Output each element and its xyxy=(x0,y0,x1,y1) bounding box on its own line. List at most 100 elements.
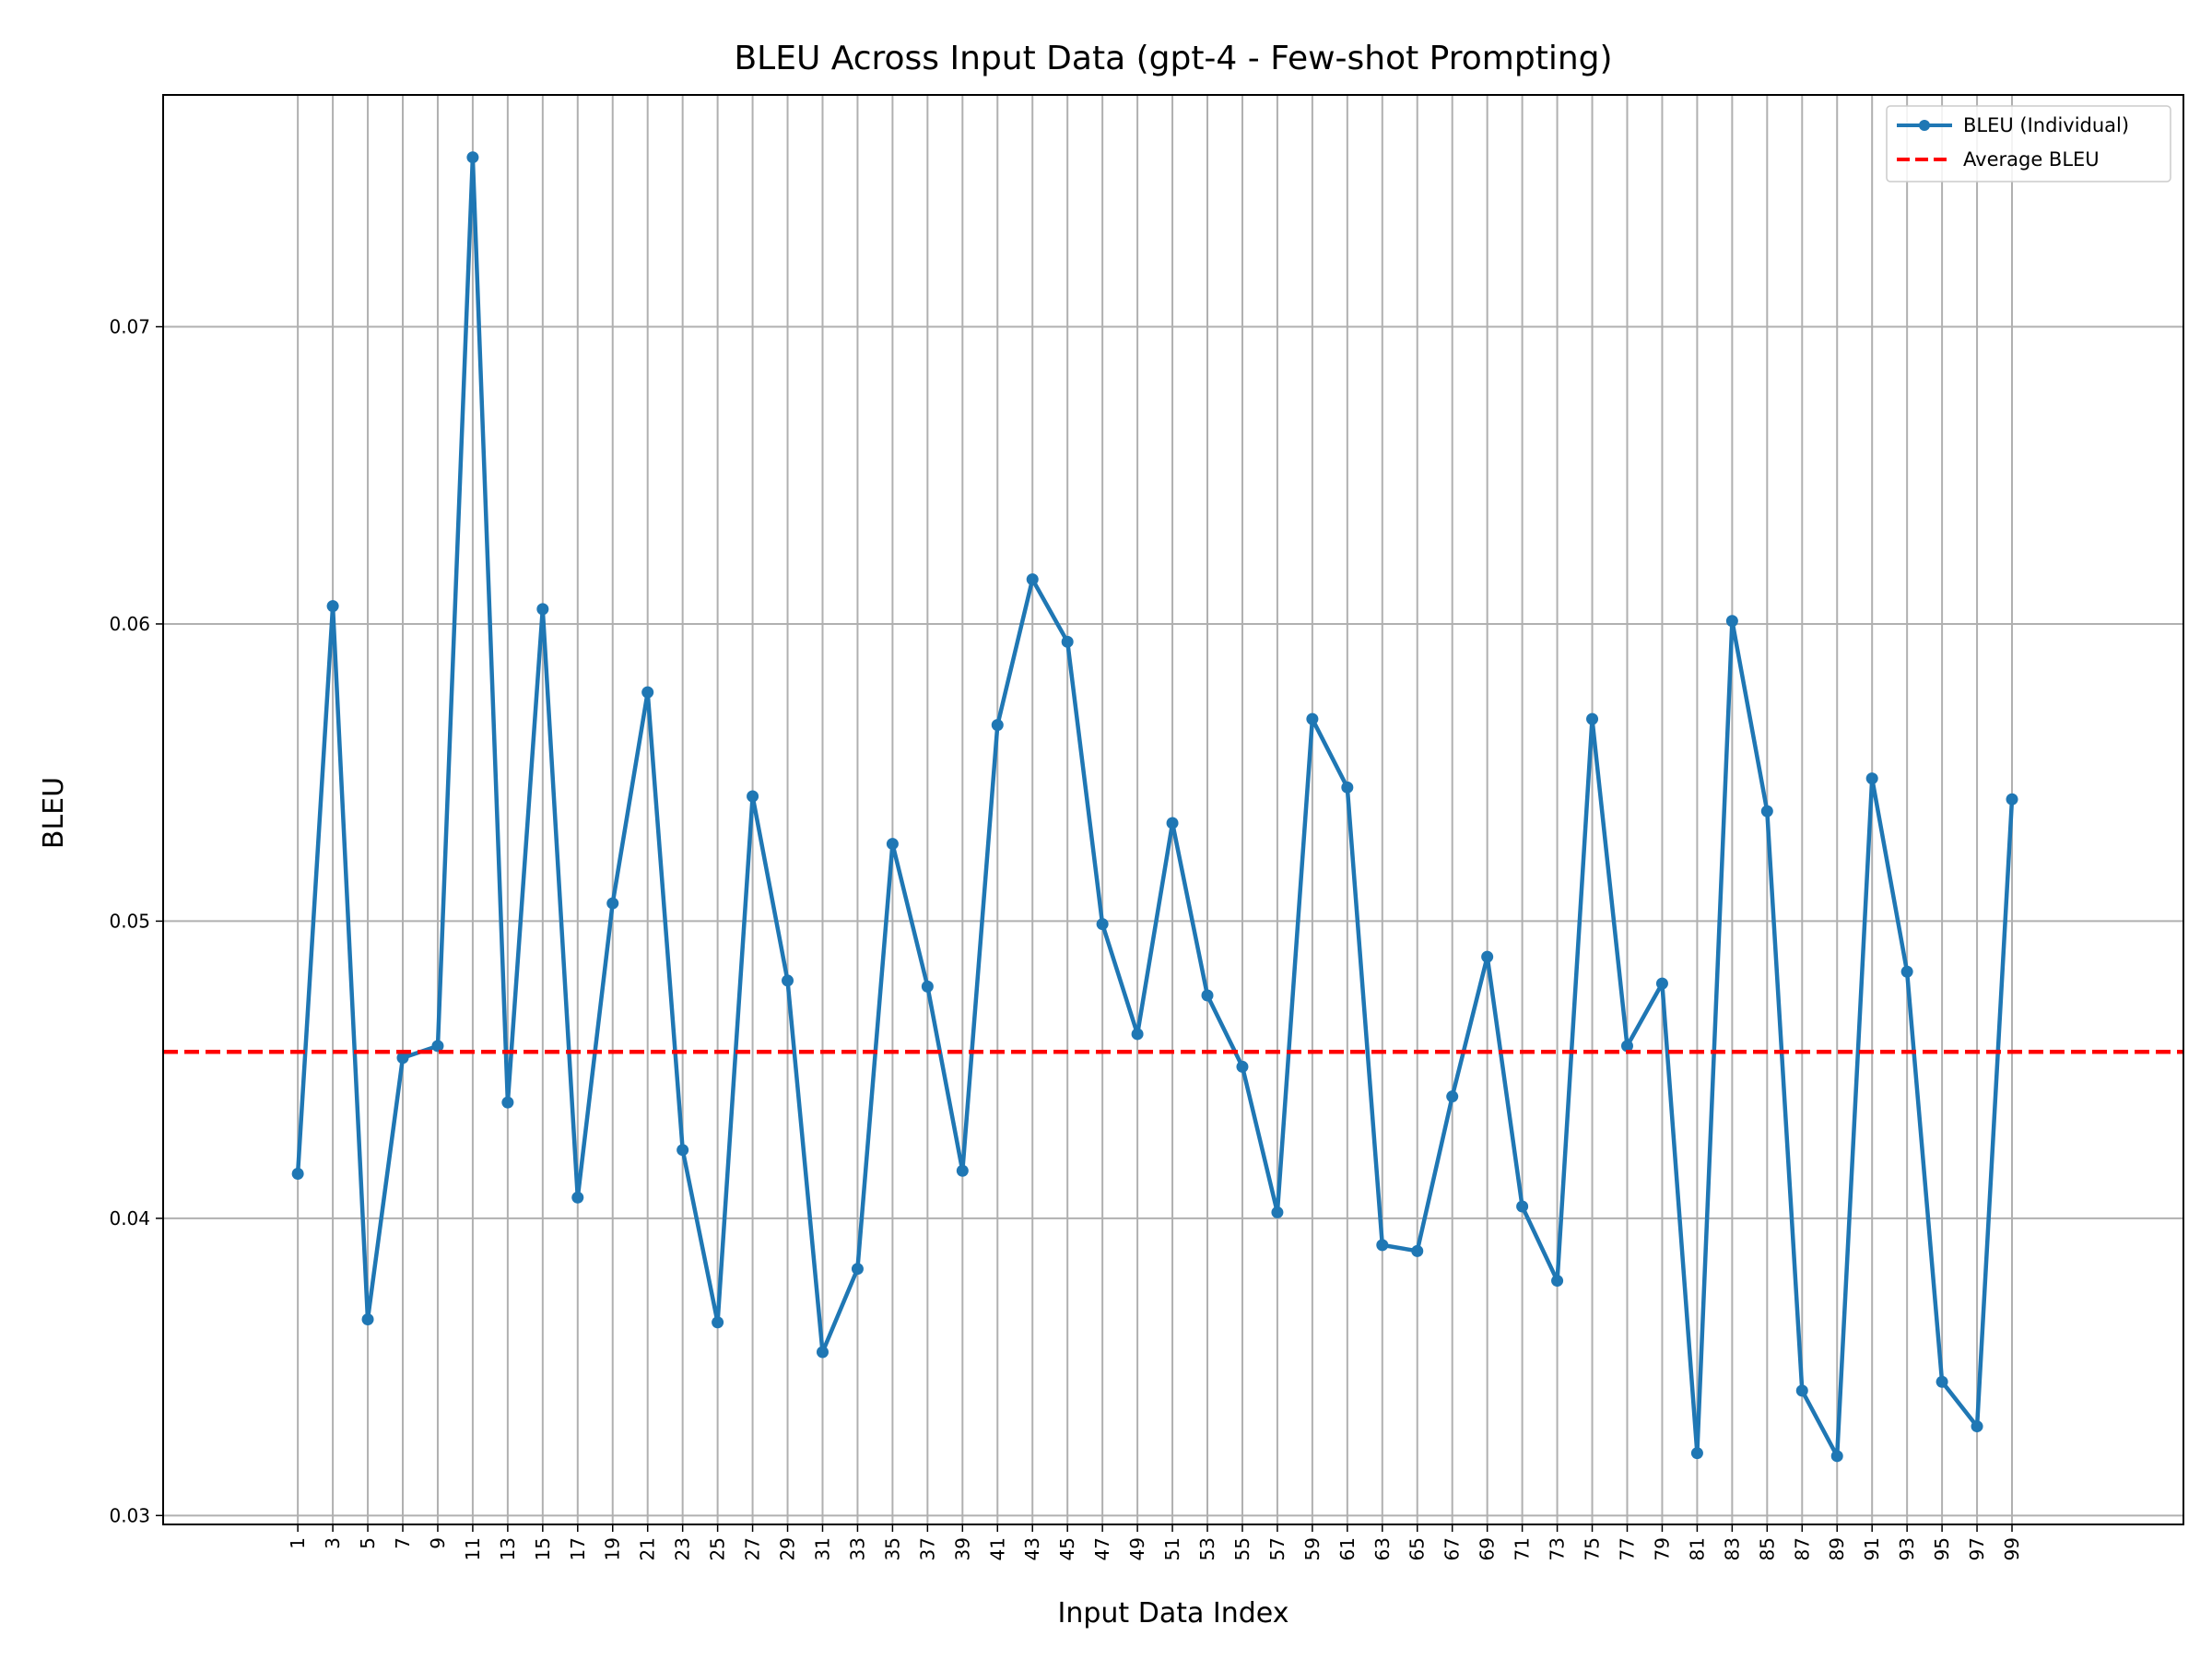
x-tick-label: 51 xyxy=(1161,1537,1183,1560)
bleu-individual-line xyxy=(295,155,2015,1459)
bleu-point xyxy=(1446,1090,1459,1103)
bleu-point xyxy=(1551,1275,1564,1288)
x-tick-label: 55 xyxy=(1231,1537,1253,1560)
bleu-point xyxy=(606,897,619,910)
bleu-point xyxy=(1725,615,1738,628)
bleu-point xyxy=(1620,1040,1633,1053)
bleu-point xyxy=(1201,989,1214,1002)
bleu-point xyxy=(851,1263,864,1276)
legend-box xyxy=(1886,105,2171,182)
x-tick-label: 29 xyxy=(777,1537,799,1560)
bleu-point xyxy=(956,1164,969,1177)
x-tick-label: 95 xyxy=(1931,1537,1953,1560)
bleu-point xyxy=(1586,712,1599,725)
x-tick-label: 33 xyxy=(846,1537,868,1560)
x-tick-label: 47 xyxy=(1091,1537,1113,1560)
bleu-point xyxy=(1061,635,1074,648)
bleu-point xyxy=(1971,1420,1983,1433)
bleu-point xyxy=(1306,712,1319,725)
x-tick-label: 71 xyxy=(1512,1537,1534,1560)
bleu-point xyxy=(1830,1450,1843,1463)
x-tick-label: 65 xyxy=(1406,1537,1429,1560)
x-tick-label: 63 xyxy=(1371,1537,1394,1560)
x-tick-label: 87 xyxy=(1791,1537,1813,1560)
x-tick-label: 15 xyxy=(532,1537,554,1560)
x-tick-label: 75 xyxy=(1582,1537,1604,1560)
x-tick-label: 73 xyxy=(1547,1537,1569,1560)
bleu-point xyxy=(1411,1244,1424,1257)
bleu-point xyxy=(1655,977,1668,990)
legend-label-average: Average BLEU xyxy=(1963,148,2100,171)
y-axis-label: BLEU xyxy=(38,777,70,849)
legend-marker-individual xyxy=(1919,120,1930,131)
bleu-point xyxy=(921,980,934,993)
x-tick-label: 89 xyxy=(1826,1537,1848,1560)
x-tick-label: 49 xyxy=(1126,1537,1148,1560)
x-tick-label: 17 xyxy=(567,1537,589,1560)
legend-label-individual: BLEU (Individual) xyxy=(1963,114,2129,136)
bleu-point xyxy=(2006,793,2018,806)
bleu-point xyxy=(1166,817,1179,830)
x-tick-label: 35 xyxy=(881,1537,903,1560)
bleu-point xyxy=(1936,1375,1948,1388)
bleu-point xyxy=(431,1040,444,1053)
x-tick-label: 11 xyxy=(462,1537,484,1560)
x-tick-label: 67 xyxy=(1441,1537,1464,1560)
x-tick-label: 1 xyxy=(287,1537,309,1549)
x-tick-label: 21 xyxy=(637,1537,659,1560)
bleu-point xyxy=(361,1313,374,1326)
bleu-point xyxy=(1900,965,1913,978)
bleu-point xyxy=(712,1316,724,1329)
bleu-point xyxy=(466,151,479,164)
legend: BLEU (Individual) Average BLEU xyxy=(1886,105,2171,182)
x-axis-label: Input Data Index xyxy=(1058,1597,1289,1630)
bleu-point xyxy=(501,1096,514,1109)
x-tick-label: 53 xyxy=(1196,1537,1218,1560)
tick-layer: 1 3 5 7 9 11 13 15 17 19 21 23 25 27 29 31 33 35 37 39 41 43 4… xyxy=(109,316,2023,1561)
x-tick-label: 61 xyxy=(1336,1537,1359,1560)
bleu-point xyxy=(536,603,549,616)
x-tick-label: 13 xyxy=(497,1537,519,1560)
bleu-point xyxy=(1026,573,1039,586)
bleu-point xyxy=(747,790,759,803)
x-tick-label: 77 xyxy=(1616,1537,1638,1560)
bleu-point xyxy=(1236,1060,1249,1073)
x-tick-label: 69 xyxy=(1477,1537,1499,1560)
bleu-point xyxy=(1865,772,1878,785)
bleu-point xyxy=(816,1346,829,1359)
x-tick-label: 27 xyxy=(742,1537,764,1560)
x-tick-label: 59 xyxy=(1301,1537,1324,1560)
x-tick-label: 99 xyxy=(2001,1537,2023,1560)
bleu-point xyxy=(1376,1239,1389,1252)
bleu-point xyxy=(1271,1206,1284,1218)
x-tick-label: 81 xyxy=(1686,1537,1708,1560)
x-tick-label: 91 xyxy=(1861,1537,1883,1560)
bleu-point xyxy=(1131,1028,1144,1041)
chart-title: BLEU Across Input Data (gpt-4 - Few-shot… xyxy=(734,40,1612,77)
y-tick-label: 0.07 xyxy=(109,316,150,338)
bleu-point xyxy=(886,838,899,851)
x-tick-label: 37 xyxy=(916,1537,938,1560)
x-tick-label: 9 xyxy=(427,1537,449,1549)
x-tick-label: 5 xyxy=(357,1537,379,1549)
x-tick-label: 97 xyxy=(1966,1537,1988,1560)
x-tick-label: 3 xyxy=(322,1537,344,1549)
bleu-point xyxy=(641,686,654,699)
bleu-point xyxy=(1096,918,1109,931)
grid-layer xyxy=(163,95,2183,1524)
y-tick-label: 0.03 xyxy=(109,1504,150,1526)
bleu-point xyxy=(1341,781,1354,794)
bleu-point xyxy=(326,600,339,613)
x-tick-label: 83 xyxy=(1721,1537,1743,1560)
bleu-point xyxy=(1481,950,1494,963)
bleu-point xyxy=(1690,1447,1703,1460)
bleu-point xyxy=(677,1144,689,1157)
x-tick-label: 79 xyxy=(1651,1537,1673,1560)
bleu-point xyxy=(1760,805,1773,818)
x-tick-label: 45 xyxy=(1056,1537,1078,1560)
x-tick-label: 43 xyxy=(1021,1537,1043,1560)
x-tick-label: 7 xyxy=(392,1537,414,1549)
series-layer xyxy=(163,151,2183,1463)
x-tick-label: 23 xyxy=(672,1537,694,1560)
x-tick-label: 31 xyxy=(811,1537,833,1560)
